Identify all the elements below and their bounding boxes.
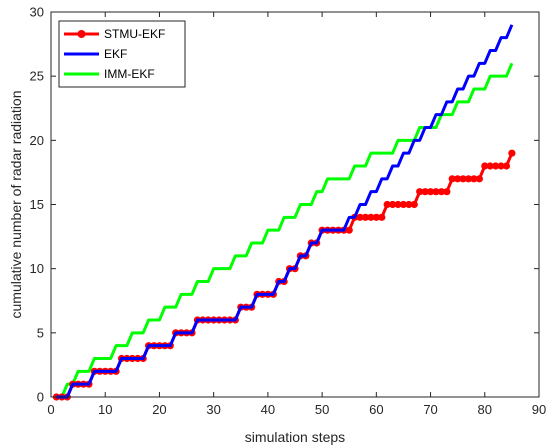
x-tick-label: 70 — [423, 402, 437, 417]
x-tick-label: 90 — [532, 402, 546, 417]
legend-item: EKF — [64, 47, 127, 61]
legend: STMU-EKF EKF IMM-EKF — [58, 20, 186, 88]
legend-item: STMU-EKF — [64, 27, 165, 41]
legend-label: STMU-EKF — [104, 27, 165, 41]
series-line — [56, 62, 514, 399]
x-tick-label: 40 — [261, 402, 275, 417]
y-tick-label: 0 — [37, 390, 44, 405]
y-tick-label: 30 — [30, 5, 44, 20]
legend-item: IMM-EKF — [64, 67, 155, 81]
x-tick-label: 30 — [206, 402, 220, 417]
series-line — [56, 24, 514, 399]
x-tick-label: 80 — [478, 402, 492, 417]
x-tick-label: 10 — [98, 402, 112, 417]
x-tick-label: 60 — [369, 402, 383, 417]
series-ekf — [56, 24, 514, 399]
x-axis-title: simulation steps — [245, 429, 345, 445]
y-tick-label: 10 — [30, 261, 44, 276]
x-tick-label: 20 — [152, 402, 166, 417]
y-tick-label: 5 — [37, 325, 44, 340]
series-layer — [52, 24, 516, 401]
x-tick-label: 0 — [47, 402, 54, 417]
y-tick-label: 25 — [30, 69, 44, 84]
ticks-layer: 0 10 20 30 40 50 60 70 80 90 0 5 10 15 20 25 30 — [30, 5, 547, 418]
y-tick-label: 15 — [30, 197, 44, 212]
y-axis-title: cumulative number of radar radiation — [8, 90, 24, 318]
legend-label: IMM-EKF — [104, 67, 155, 81]
series-imm-ekf — [56, 62, 514, 399]
legend-label: EKF — [104, 47, 127, 61]
y-tick-label: 20 — [30, 133, 44, 148]
x-tick-label: 50 — [315, 402, 329, 417]
legend-marker — [77, 30, 86, 38]
